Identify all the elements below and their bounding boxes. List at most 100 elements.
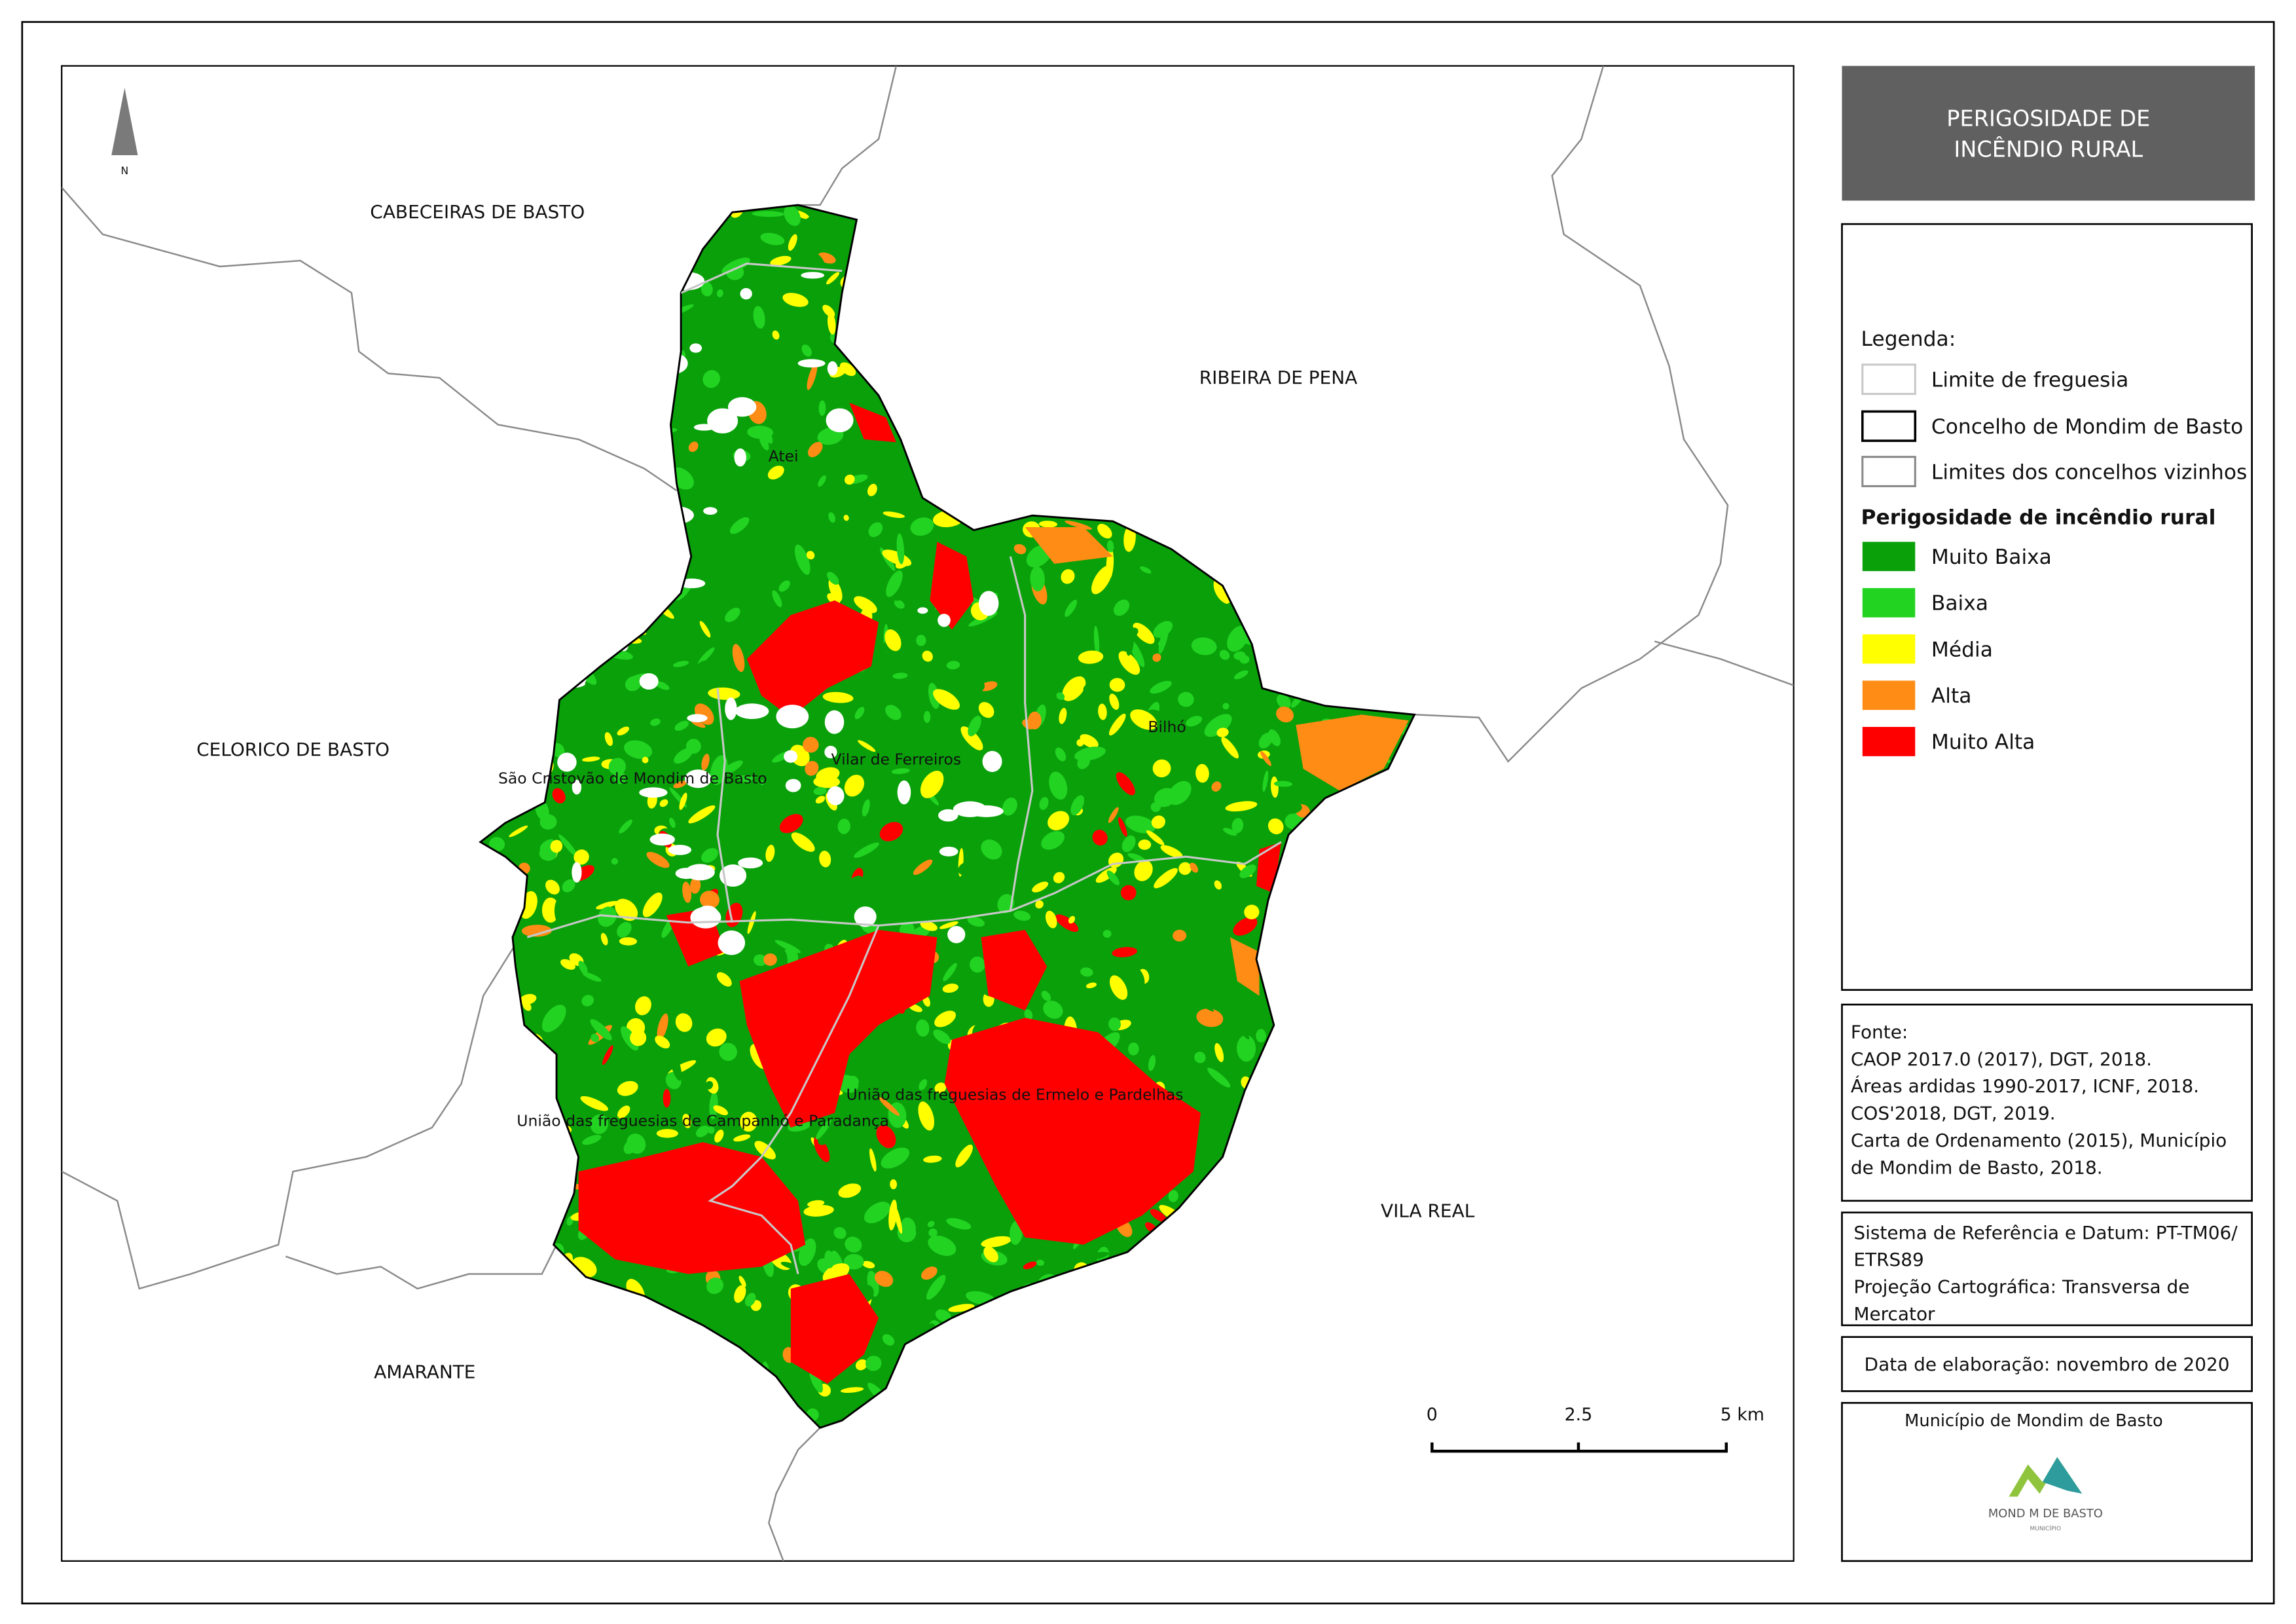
unclassified-area (557, 752, 577, 772)
hazard-patch (650, 718, 661, 726)
hazard-patch (713, 1105, 728, 1116)
hazard-patch (1030, 566, 1045, 591)
hazard-patch (1140, 566, 1152, 574)
hazard-patch (691, 312, 709, 331)
unclassified-area (938, 614, 951, 627)
hazard-patch (910, 517, 934, 536)
unclassified-area (687, 714, 708, 722)
hazard-patch (702, 370, 720, 388)
hazard-patch (1056, 692, 1065, 700)
hazard-patch (652, 731, 660, 745)
hazard-patch (1023, 1261, 1037, 1270)
hazard-patch (865, 1356, 882, 1371)
hazard-patch (1109, 693, 1120, 710)
reference-line: Sistema de Referência e Datum: PT-TM06/ (1853, 1222, 2238, 1244)
hazard-patch (1207, 1067, 1231, 1088)
hazard-patch (843, 515, 849, 521)
hazard-patch (928, 1235, 957, 1256)
hazard-patch (663, 748, 678, 755)
legend: Legenda: Limite de freguesia Concelho de… (1861, 327, 2247, 756)
unclassified-area (938, 809, 958, 822)
logo-mark (2042, 1457, 2083, 1494)
hazard-patch (509, 825, 528, 838)
unclassified-area (947, 925, 966, 944)
unclassified-area (639, 787, 668, 798)
hazard-patch (807, 719, 822, 734)
hazard-patch (1152, 653, 1161, 662)
hazard-patch (1013, 544, 1027, 555)
hazard-patch (1041, 831, 1065, 850)
hazard-patch (854, 596, 877, 614)
hazard-patch (770, 255, 792, 266)
hazard-patch (1059, 707, 1067, 724)
hazard-patch (843, 876, 864, 898)
hazard-patch (1028, 711, 1042, 729)
hazard-patch (615, 898, 638, 921)
hazard-patch (854, 707, 865, 720)
hazard-patch (1219, 650, 1230, 660)
hazard-patch (716, 289, 723, 297)
hazard-patch (1061, 569, 1075, 584)
hazard-patch (981, 1236, 1011, 1247)
hazard-patch (1258, 732, 1273, 749)
unclassified-area (785, 779, 801, 792)
hazard-patch (657, 1013, 668, 1041)
hazard-patch (919, 1079, 928, 1090)
hazard-patch (1049, 771, 1068, 800)
legend-heading: Legenda: (1861, 327, 1956, 351)
hazard-patch (1178, 692, 1194, 707)
hazard-patch (1180, 997, 1212, 1007)
hazard-patch (970, 956, 985, 973)
parish-label: Atei (769, 447, 799, 465)
hazard-large-patches (578, 402, 1409, 1384)
hazard-patch (883, 869, 900, 887)
hazard-patch (1239, 864, 1256, 878)
legend-swatch (1862, 634, 1916, 664)
north-arrow: N (111, 88, 138, 177)
hazard-patch (791, 832, 815, 852)
unclassified-area (939, 846, 958, 857)
hazard-patch (1190, 862, 1199, 873)
hazard-patch (646, 851, 670, 868)
hazard-patch (927, 1221, 935, 1228)
unclassified-area (854, 906, 877, 927)
hazard-patch (886, 570, 903, 597)
neighbor-label: CABECEIRAS DE BASTO (370, 201, 585, 223)
title: INCÊNDIO RURAL (1954, 136, 2143, 162)
unclassified-area (897, 780, 911, 805)
organization: Município de Mondim de Basto (1904, 1411, 2163, 1431)
hazard-patch (1038, 521, 1058, 528)
hazard-patch (720, 760, 743, 776)
hazard-patch (746, 600, 879, 718)
hazard-patch (1231, 818, 1244, 834)
logo: MOND M DE BASTO MUNICÍPIO (1988, 1457, 2103, 1532)
scale-label: 2.5 (1565, 1405, 1593, 1425)
hazard-patch (772, 330, 780, 340)
hazard-patch (1013, 910, 1031, 921)
map-labels: CABECEIRAS DE BASTO RIBEIRA DE PENA CELO… (196, 201, 1475, 1382)
hazard-patch (1025, 527, 1113, 564)
unclassified-area (824, 745, 837, 759)
hazard-patch (545, 879, 560, 895)
hazard-patch (946, 661, 960, 670)
hazard-patch (833, 1227, 847, 1239)
hazard-patch (981, 930, 1048, 1011)
legend-label: Média (1931, 638, 1993, 661)
hazard-patch (926, 1274, 946, 1300)
hazard-patch (1116, 772, 1135, 796)
hazard-patch (642, 892, 663, 917)
hazard-patch (933, 1029, 951, 1044)
hazard-patch (562, 879, 575, 893)
hazard-patch (600, 932, 608, 946)
hazard-patch (1098, 703, 1107, 720)
hazard-patch (527, 823, 539, 842)
hazard-patch (844, 474, 855, 485)
hazard-patch (844, 775, 865, 797)
reference-line: Projeção Cartográfica: Transversa de (1853, 1276, 2189, 1298)
hazard-patch (921, 1266, 938, 1280)
hazard-patch (818, 475, 826, 487)
hazard-patch (767, 466, 784, 480)
hazard-patch (828, 512, 836, 523)
hazard-patch (679, 792, 687, 810)
unclassified-area (784, 750, 798, 763)
